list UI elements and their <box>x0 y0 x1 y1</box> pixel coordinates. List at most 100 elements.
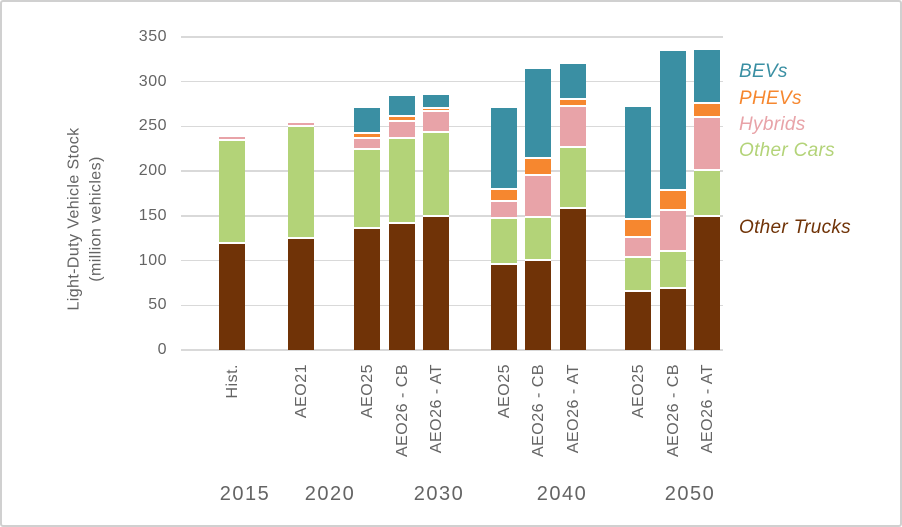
y-tick-label: 250 <box>138 117 167 135</box>
segment-bevs <box>354 107 380 134</box>
x-category-label: AEO26 - CB <box>393 364 411 458</box>
segment-phevs <box>560 99 586 107</box>
y-tick-label: 0 <box>157 341 167 358</box>
bar-2030-AEO25 <box>354 107 380 350</box>
segment-other_trucks <box>423 216 449 350</box>
segment-other_cars <box>423 132 449 217</box>
bar-2030-AEO26-AT <box>423 95 449 350</box>
gridline <box>181 304 723 307</box>
segment-hybrids <box>288 122 314 128</box>
x-category-label: AEO26 - AT <box>698 364 716 454</box>
x-category-label: AEO25 <box>358 364 376 419</box>
x-year-label: 2030 <box>413 483 465 505</box>
segment-hybrids <box>219 137 245 141</box>
segment-phevs <box>525 158 551 176</box>
segment-other_trucks <box>491 265 517 350</box>
segment-phevs <box>625 220 651 239</box>
segment-other_cars <box>219 140 245 245</box>
x-year-label: 2015 <box>219 483 271 505</box>
y-axis-title-line1: Light-Duty Vehicle Stock <box>65 127 83 311</box>
y-tick-label: 350 <box>138 28 167 45</box>
segment-other_cars <box>525 217 551 261</box>
bar-2040-AEO25 <box>491 107 517 350</box>
y-tick-label: 300 <box>138 72 167 90</box>
segment-hybrids <box>660 210 686 252</box>
segment-bevs <box>491 107 517 190</box>
y-tick-label: 50 <box>148 296 167 314</box>
segment-bevs <box>694 49 720 105</box>
segment-hybrids <box>491 202 517 219</box>
segment-hybrids <box>354 138 380 150</box>
segment-other_trucks <box>625 291 651 350</box>
bar-2040-AEO26-AT <box>560 63 586 350</box>
bar-2050-AEO26-CB <box>660 51 686 350</box>
segment-hybrids <box>423 112 449 133</box>
segment-hybrids <box>560 106 586 148</box>
segment-other_cars <box>560 147 586 209</box>
y-tick-label: 150 <box>138 206 167 224</box>
segment-bevs <box>560 63 586 100</box>
x-category-label: AEO25 <box>495 364 513 419</box>
legend-item-bevs: BEVs <box>739 61 788 82</box>
segment-bevs <box>660 51 686 191</box>
segment-phevs <box>660 190 686 211</box>
bar-2015-Hist. <box>219 137 245 350</box>
segment-phevs <box>389 116 415 122</box>
y-tick-label: 100 <box>138 251 167 269</box>
gridline <box>181 170 723 172</box>
x-category-label: AEO21 <box>292 364 310 419</box>
bar-2050-AEO25 <box>625 106 651 350</box>
x-year-label: 2040 <box>536 483 588 505</box>
segment-other_trucks <box>354 229 380 350</box>
segment-other_trucks <box>389 223 415 350</box>
segment-other_cars <box>660 251 686 290</box>
gridline <box>181 215 723 217</box>
segment-other_cars <box>694 171 720 217</box>
gridline <box>181 125 723 128</box>
segment-phevs <box>694 104 720 118</box>
segment-hybrids <box>389 121 415 139</box>
segment-hybrids <box>525 175 551 218</box>
bar-2040-AEO26-CB <box>525 69 551 350</box>
legend-item-other_trucks: Other Trucks <box>739 217 851 238</box>
x-category-label: AEO26 - CB <box>529 364 547 458</box>
segment-bevs <box>625 106 651 221</box>
x-category-label: AEO26 - AT <box>427 364 445 454</box>
bar-2050-AEO26-AT <box>694 49 720 350</box>
legend-item-hybrids: Hybrids <box>739 114 806 135</box>
segment-other_trucks <box>525 260 551 350</box>
segment-hybrids <box>694 117 720 172</box>
segment-other_cars <box>625 257 651 292</box>
segment-bevs <box>525 69 551 159</box>
segment-other_trucks <box>288 239 314 350</box>
x-category-label: AEO26 - AT <box>564 364 582 454</box>
segment-other_trucks <box>694 216 720 350</box>
legend-item-other_cars: Other Cars <box>739 140 835 161</box>
segment-other_trucks <box>560 208 586 350</box>
x-category-label: AEO26 - CB <box>664 364 682 458</box>
segment-other_trucks <box>660 289 686 350</box>
bar-2020-AEO21 <box>288 122 314 350</box>
segment-bevs <box>423 95 449 109</box>
gridline <box>181 259 723 262</box>
bar-2030-AEO26-CB <box>389 96 415 350</box>
x-year-label: 2020 <box>304 483 356 505</box>
segment-other_cars <box>389 138 415 224</box>
segment-other_cars <box>491 218 517 266</box>
segment-other_cars <box>354 149 380 230</box>
x-year-label: 2050 <box>664 483 716 505</box>
x-category-label: Hist. <box>223 364 241 399</box>
gridline <box>181 36 723 38</box>
legend-item-phevs: PHEVs <box>739 88 802 109</box>
segment-hybrids <box>625 238 651 258</box>
y-tick-label: 200 <box>138 162 167 180</box>
gridline <box>181 349 723 351</box>
segment-other_cars <box>288 127 314 240</box>
gridline <box>181 80 723 83</box>
y-axis-title: Light-Duty Vehicle Stock (million vehicl… <box>63 127 106 310</box>
segment-phevs <box>491 189 517 203</box>
segment-phevs <box>354 133 380 139</box>
segment-other_trucks <box>219 244 245 350</box>
x-category-label: AEO25 <box>629 364 647 419</box>
